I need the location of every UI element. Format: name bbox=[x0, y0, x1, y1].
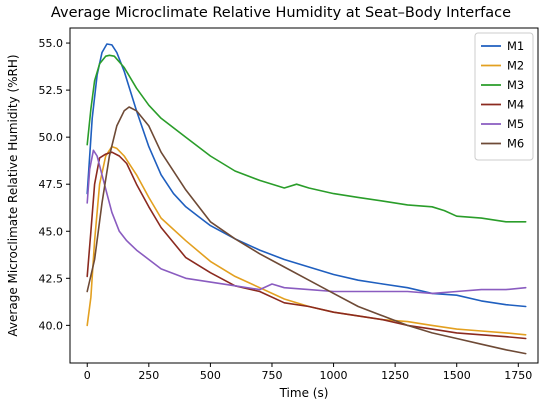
series-line-m3 bbox=[86, 54, 527, 223]
legend: M1 M2 M3 M4 M5 M6 bbox=[474, 32, 534, 161]
series-line-m4 bbox=[86, 151, 527, 340]
x-tick-label: 0 bbox=[84, 369, 91, 382]
y-tick-label: 45.0 bbox=[39, 225, 64, 238]
series-line-m5 bbox=[86, 149, 527, 295]
plot-area bbox=[86, 43, 527, 355]
y-axis-label: Average Microclimate Relative Humidity (… bbox=[6, 54, 20, 336]
y-tick-label: 52.5 bbox=[39, 84, 64, 97]
y-axis: 40.0 42.5 45.0 47.5 50.0 52.5 55.0 bbox=[39, 37, 70, 332]
legend-label: M1 bbox=[507, 39, 524, 53]
legend-label: M3 bbox=[507, 78, 524, 92]
y-tick-label: 50.0 bbox=[39, 131, 64, 144]
legend-label: M5 bbox=[507, 117, 524, 131]
legend-label: M6 bbox=[507, 137, 524, 151]
x-tick-label: 1500 bbox=[443, 369, 471, 382]
series-line-m1 bbox=[86, 43, 527, 308]
legend-label: M2 bbox=[507, 59, 524, 73]
y-tick-label: 55.0 bbox=[39, 37, 64, 50]
x-tick-label: 1750 bbox=[504, 369, 532, 382]
y-tick-label: 40.0 bbox=[39, 319, 64, 332]
legend-label: M4 bbox=[507, 98, 524, 112]
series-line-m6 bbox=[86, 106, 527, 355]
x-tick-label: 1250 bbox=[381, 369, 409, 382]
x-tick-label: 500 bbox=[200, 369, 221, 382]
x-axis-label: Time (s) bbox=[279, 386, 329, 400]
chart-title: Average Microclimate Relative Humidity a… bbox=[51, 5, 511, 21]
legend-box bbox=[474, 32, 534, 161]
y-tick-label: 47.5 bbox=[39, 178, 64, 191]
x-axis: 0 250 500 750 1000 1250 1500 1750 bbox=[84, 363, 532, 382]
plot-frame bbox=[69, 27, 539, 364]
y-tick-label: 42.5 bbox=[39, 272, 64, 285]
x-tick-label: 250 bbox=[138, 369, 159, 382]
x-tick-label: 1000 bbox=[320, 369, 348, 382]
x-tick-label: 750 bbox=[261, 369, 282, 382]
